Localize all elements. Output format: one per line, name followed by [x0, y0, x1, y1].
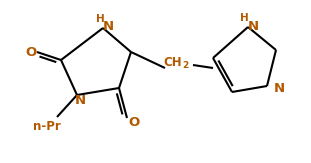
- Text: N: N: [102, 21, 114, 34]
- Text: n-Pr: n-Pr: [33, 120, 61, 133]
- Text: O: O: [26, 45, 37, 59]
- Text: O: O: [128, 116, 140, 128]
- Text: H: H: [95, 14, 104, 24]
- Text: N: N: [74, 94, 86, 106]
- Text: CH: CH: [164, 57, 182, 69]
- Text: 2: 2: [182, 61, 188, 71]
- Text: H: H: [239, 13, 248, 23]
- Text: N: N: [248, 20, 258, 32]
- Text: N: N: [273, 82, 285, 96]
